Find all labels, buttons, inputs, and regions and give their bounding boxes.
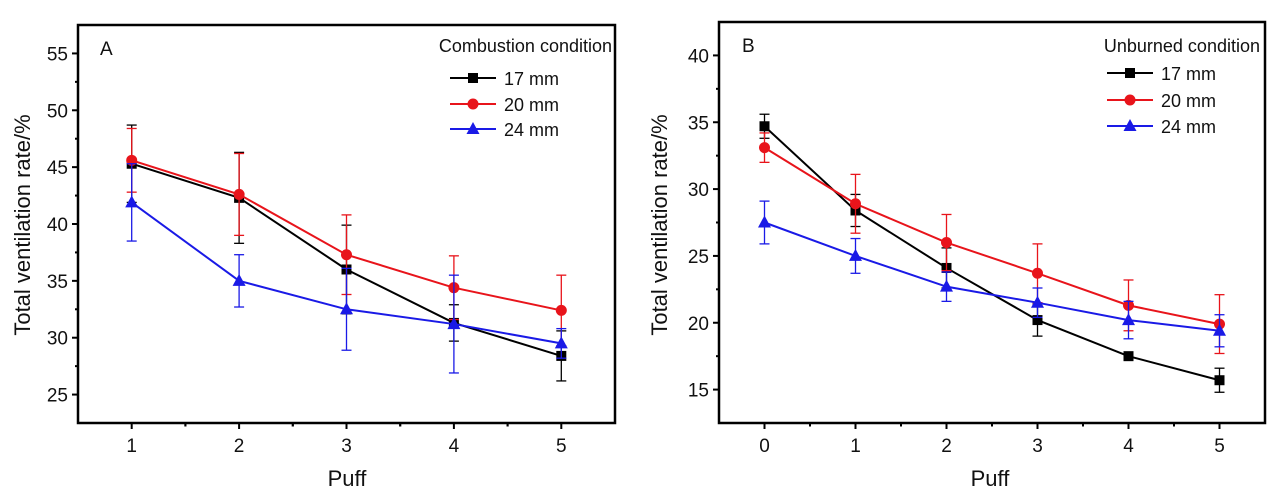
legend-marker: [466, 122, 480, 134]
x-tick-label: 3: [341, 436, 352, 457]
legend-item: 24 mm: [1107, 117, 1216, 137]
panel-label: A: [100, 39, 113, 60]
y-tick-label: 30: [688, 180, 709, 201]
legend-label: 17 mm: [1161, 64, 1216, 84]
y-tick-label: 35: [688, 113, 709, 134]
data-point: [125, 195, 139, 208]
series-line: [763, 125, 1220, 382]
data-point: [759, 142, 770, 154]
legend-label: 20 mm: [504, 95, 559, 115]
legend-item: 17 mm: [1107, 64, 1216, 84]
series-line: [764, 221, 1220, 332]
x-tick-label: 4: [449, 436, 460, 457]
data-point: [1032, 315, 1043, 326]
series-20-mm: [759, 132, 1225, 355]
data-point: [1214, 375, 1225, 386]
y-tick-label: 40: [688, 46, 709, 67]
data-point: [340, 302, 353, 315]
x-axis-title: Puff: [328, 466, 368, 491]
x-tick-label: 1: [126, 436, 137, 457]
y-tick-label: 55: [47, 44, 68, 65]
data-point: [850, 198, 861, 210]
data-point: [1031, 295, 1044, 308]
legend-label: 24 mm: [504, 120, 559, 140]
x-tick-label: 3: [1032, 436, 1043, 457]
panel-a-chart: A Combustion condition Puff Total ventil…: [10, 23, 617, 491]
legend-marker: [1123, 119, 1137, 131]
legend-marker: [467, 98, 479, 110]
y-tick-label: 45: [47, 158, 68, 179]
legend-marker: [1125, 68, 1135, 78]
x-axis-title: Puff: [971, 466, 1011, 491]
y-tick-label: 30: [47, 329, 68, 350]
x-tick-label: 5: [1214, 436, 1225, 457]
data-point: [758, 215, 771, 228]
series-17-mm: [759, 113, 1225, 393]
y-axis-title: Total ventilation rate/%: [647, 114, 672, 335]
legend-item: 17 mm: [450, 69, 559, 89]
data-point: [1032, 267, 1043, 279]
data-point: [341, 249, 352, 261]
x-tick-label: 5: [556, 436, 567, 457]
data-point: [1122, 313, 1135, 326]
data-point: [941, 237, 952, 249]
y-tick-label: 50: [47, 101, 68, 122]
x-tick-label: 4: [1123, 436, 1134, 457]
legend-item: 24 mm: [450, 120, 559, 140]
series-line: [763, 146, 1220, 326]
panel-label: B: [742, 36, 755, 57]
data-point: [940, 279, 953, 292]
data-point: [233, 188, 245, 200]
y-tick-label: 35: [47, 272, 68, 293]
x-tick-label: 1: [850, 436, 861, 457]
y-tick-label: 25: [688, 247, 709, 268]
legend-title: Combustion condition: [439, 36, 612, 56]
legend-label: 20 mm: [1161, 91, 1216, 111]
series-24-mm: [758, 200, 1226, 348]
data-point: [447, 317, 461, 330]
y-tick-label: 20: [688, 314, 709, 335]
y-tick-label: 40: [47, 215, 68, 236]
legend-marker: [1124, 94, 1136, 106]
data-point: [126, 154, 138, 166]
panel-b-chart: B Unburned condition Puff Total ventilat…: [647, 20, 1267, 491]
legend-marker: [468, 73, 478, 83]
series-24-mm: [125, 163, 568, 374]
legend-title: Unburned condition: [1104, 36, 1260, 56]
data-point: [759, 121, 770, 132]
legend-label: 17 mm: [504, 69, 559, 89]
x-tick-label: 2: [941, 436, 952, 457]
data-point: [554, 336, 568, 349]
y-axis-title: Total ventilation rate/%: [10, 114, 35, 335]
legend-item: 20 mm: [1107, 91, 1216, 111]
data-point: [232, 273, 246, 286]
legend-label: 24 mm: [1161, 117, 1216, 137]
legend-item: 20 mm: [450, 95, 559, 115]
y-tick-label: 25: [47, 386, 68, 407]
data-point: [1213, 323, 1226, 336]
x-tick-label: 0: [759, 436, 770, 457]
data-point: [1123, 351, 1134, 362]
data-point: [555, 304, 567, 316]
y-tick-label: 15: [688, 381, 709, 402]
data-point: [849, 248, 862, 261]
x-tick-label: 2: [234, 436, 245, 457]
